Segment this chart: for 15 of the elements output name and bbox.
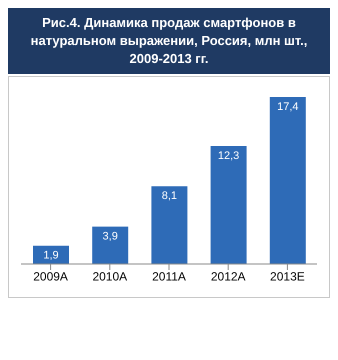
x-tick-label: 2009A <box>33 270 68 284</box>
x-tick-label: 2013E <box>270 270 305 284</box>
data-label: 3,9 <box>102 230 118 242</box>
data-label: 17,4 <box>277 100 299 113</box>
bar <box>210 146 247 264</box>
x-tick-label: 2010A <box>92 270 128 284</box>
chart-title: Рис.4. Динамика продаж смартфонов в натуральном выражении, Россия, млн шт., 2009-2013 гг. <box>8 8 330 74</box>
bar <box>270 97 306 264</box>
data-label: 1,9 <box>43 250 59 262</box>
x-tick-label: 2011A <box>152 270 186 284</box>
bar <box>151 186 188 264</box>
x-tick-label: 2012A <box>210 270 246 284</box>
bar <box>92 226 128 264</box>
data-label: 8,1 <box>162 190 178 202</box>
data-label: 12,3 <box>218 150 240 162</box>
